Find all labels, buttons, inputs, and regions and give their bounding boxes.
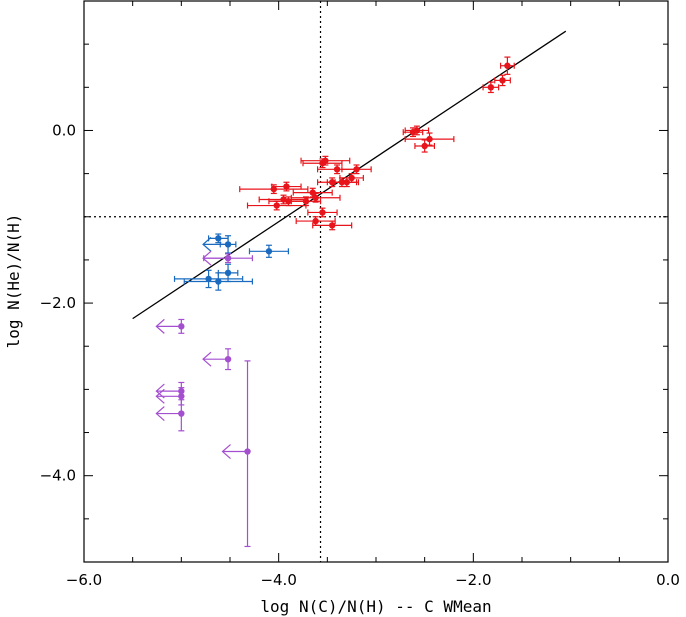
- x-tick-label: −4.0: [260, 571, 296, 589]
- data-point: [205, 275, 212, 283]
- data-point-group: [292, 187, 333, 198]
- data-point-group: [173, 269, 244, 289]
- x-tick-label: −2.0: [455, 571, 491, 589]
- data-point-group: [183, 272, 253, 291]
- tick-labels: −6.0 −4.0 −2.0 0.0 0.0 −2.0 −4.0: [40, 121, 680, 589]
- data-point: [178, 323, 185, 330]
- axis-ticks: [83, 0, 669, 563]
- data-point-group: [155, 395, 185, 432]
- data-point-group: [271, 181, 302, 192]
- data-point: [224, 355, 232, 363]
- upper-limit-arrowhead: [202, 236, 212, 252]
- data-point-group: [300, 155, 351, 166]
- data-point: [215, 278, 222, 285]
- data-point-group: [202, 250, 253, 266]
- data-point: [487, 84, 495, 91]
- data-points: [155, 56, 515, 548]
- y-tick-label: 0.0: [52, 121, 76, 139]
- data-point-group: [202, 348, 232, 371]
- data-point-group: [155, 318, 185, 334]
- x-axis-title: log N(C)/N(H) -- C WMean: [260, 597, 491, 616]
- data-point: [426, 135, 433, 143]
- data-point: [270, 185, 277, 193]
- regression-line: [132, 30, 567, 320]
- upper-limit-arrowhead: [202, 351, 212, 367]
- data-point-group: [494, 74, 511, 87]
- data-point: [353, 166, 360, 173]
- data-point-group: [258, 194, 309, 205]
- data-point: [312, 194, 319, 201]
- x-tick-label: −6.0: [66, 571, 102, 589]
- data-point: [273, 202, 280, 209]
- data-point: [413, 127, 421, 134]
- data-point: [285, 198, 292, 205]
- upper-limit-arrowhead: [202, 250, 212, 266]
- data-point: [329, 222, 336, 229]
- data-point-group: [239, 184, 309, 195]
- data-point: [322, 157, 329, 164]
- y-tick-label: −2.0: [40, 294, 76, 312]
- data-point: [224, 254, 232, 262]
- y-tick-label: −4.0: [40, 467, 76, 485]
- data-point: [319, 209, 326, 216]
- data-point: [329, 179, 336, 186]
- data-point: [224, 269, 232, 277]
- data-point: [421, 142, 428, 150]
- data-point-group: [499, 56, 515, 75]
- upper-limit-arrowhead: [155, 318, 165, 334]
- plot-frame: [83, 0, 669, 563]
- data-point: [265, 248, 273, 255]
- data-point: [312, 217, 319, 225]
- x-tick-label: 0.0: [656, 571, 680, 589]
- data-point: [244, 448, 251, 455]
- y-axis-title: log N(He)/N(H): [4, 214, 23, 349]
- data-point: [215, 235, 222, 242]
- upper-limit-arrowhead: [155, 388, 165, 404]
- data-point-group: [404, 125, 430, 136]
- data-point-group: [414, 139, 435, 153]
- upper-limit-arrowhead: [221, 444, 231, 459]
- data-point-group: [207, 233, 229, 244]
- data-point: [499, 77, 506, 84]
- upper-limit-arrowhead: [155, 406, 165, 422]
- data-point-group: [482, 81, 500, 94]
- data-point-group: [248, 244, 289, 258]
- data-point-group: [202, 235, 237, 254]
- data-point: [309, 189, 316, 196]
- data-point: [504, 62, 511, 69]
- data-point-group: [312, 220, 353, 231]
- data-point-group: [246, 200, 307, 211]
- data-point-group: [307, 207, 338, 218]
- data-point: [348, 174, 355, 182]
- data-point: [178, 410, 185, 417]
- data-point-group: [221, 360, 251, 548]
- data-point-group: [317, 177, 348, 188]
- data-point-group: [341, 164, 372, 175]
- reference-lines: [84, 1, 668, 562]
- data-point: [283, 183, 290, 190]
- data-point-group: [295, 216, 336, 226]
- fit-line: [132, 30, 567, 320]
- data-point-group: [404, 132, 455, 146]
- data-point: [224, 241, 232, 248]
- data-point: [333, 166, 341, 173]
